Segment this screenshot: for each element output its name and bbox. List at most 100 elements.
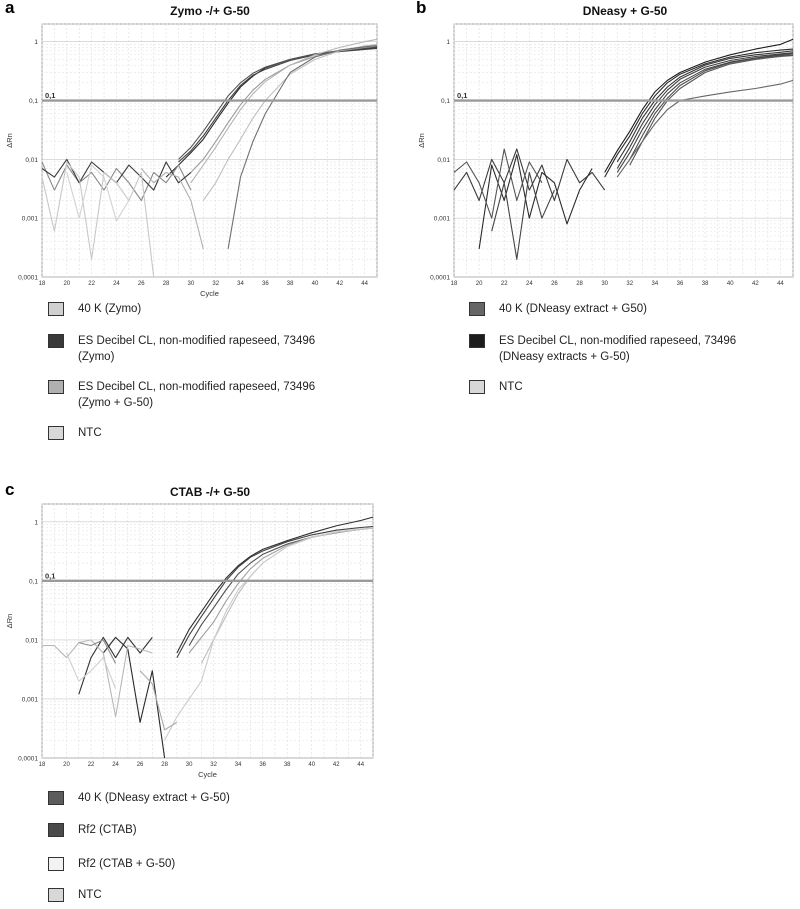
legend-label: NTC [499,381,523,393]
y-tick-label: 0,01 [437,157,450,164]
x-tick-label: 40 [312,281,319,287]
x-tick-label: 18 [451,281,458,287]
x-tick-label: 42 [333,762,340,768]
y-tick-label: 0,001 [22,216,39,223]
series-line [78,639,117,664]
chart-title-b: DNeasy + G-50 [582,4,668,18]
x-tick-label: 26 [138,281,145,287]
legend-swatch [469,334,485,348]
x-tick-label: 30 [186,762,193,768]
threshold-label: 0,1 [457,91,467,100]
series-line [629,54,794,160]
x-tick-label: 28 [163,281,170,287]
series-line [140,168,204,250]
panel-letter-b: b [416,0,427,17]
x-tick-label: 36 [259,762,266,768]
y-axis-label: ΔRn [5,133,14,148]
plot-area [453,23,794,278]
x-tick-label: 22 [501,281,508,287]
x-tick-label: 24 [526,281,533,287]
x-tick-label: 18 [39,762,46,768]
legend-swatch [469,380,485,394]
x-tick-label: 18 [39,281,46,287]
y-tick-label: 0,01 [25,157,38,164]
legend-label: ES Decibel CL, non-modified rapeseed, 73… [499,335,737,363]
series-line [616,50,794,163]
x-tick-label: 24 [112,762,119,768]
x-tick-label: 42 [752,281,759,287]
legend-swatch [48,857,64,871]
legend-c: 40 K (DNeasy extract + G-50) Rf2 (CTAB) Rf… [48,790,388,905]
y-tick-label: 0,1 [441,98,450,105]
x-tick-label: 38 [702,281,709,287]
y-tick-label: 1 [34,39,38,46]
x-tick-label: 20 [63,281,70,287]
x-tick-label: 38 [284,762,291,768]
y-tick-label: 0,0001 [18,756,38,763]
y-tick-label: 1 [446,39,450,46]
x-tick-label: 22 [88,762,95,768]
series-line [139,670,178,731]
x-tick-label: 30 [188,281,195,287]
x-tick-label: 32 [210,762,217,768]
series-line [604,48,794,178]
y-tick-label: 0,001 [434,216,451,223]
legend-label: ES Decibel CL, non-modified rapeseed, 73… [78,381,316,409]
y-tick-label: 0,1 [29,98,38,105]
panel-letter-a: a [5,0,15,17]
x-tick-label: 24 [113,281,120,287]
x-tick-label: 26 [137,762,144,768]
legend-swatch [469,302,485,316]
panel-letter-c: c [5,480,15,499]
legend-swatch [48,888,64,902]
series-line [616,52,794,169]
x-tick-label: 28 [576,281,583,287]
legend-label: ES Decibel CL, non-modified rapeseed, 73… [78,335,316,363]
legend-swatch [48,302,64,316]
x-tick-label: 38 [287,281,294,287]
y-tick-label: 0,01 [25,637,38,644]
threshold-label: 0,1 [45,571,55,580]
x-tick-label: 44 [777,281,784,287]
chart-title-a: Zymo -/+ G-50 [170,4,250,18]
x-tick-label: 34 [237,281,244,287]
x-tick-label: 22 [88,281,95,287]
legend-label: 40 K (Zymo) [78,303,142,315]
legend-swatch [48,380,64,394]
legend-b: 40 K (DNeasy extract + G50) ES Decibel CL… [469,301,799,411]
series-line [629,55,794,166]
series-line [491,171,555,260]
y-tick-label: 0,0001 [430,275,450,282]
series-line [190,38,378,184]
x-tick-label: 20 [63,762,70,768]
series-line [164,526,374,741]
series-line [453,148,606,202]
chart-b: 0,0001 0,001 0,01 0,1 1 18 20 22 24 26 28 30 32 34 36 3… [417,23,794,287]
plot-area [41,503,374,759]
y-tick-label: 0,001 [22,696,39,703]
legend-label: 40 K (DNeasy extract + G-50) [78,792,230,804]
legend-label: Rf2 (CTAB) [78,824,137,836]
y-tick-label: 0,0001 [18,275,38,282]
x-tick-label: 44 [361,281,368,287]
x-tick-label: 40 [308,762,315,768]
series-line [102,636,166,759]
legend-a: 40 K (Zymo) ES Decibel CL, non-modified r… [48,301,388,451]
series-line [78,636,153,695]
x-tick-label: 20 [476,281,483,287]
chart-a: 0,0001 0,001 0,01 0,1 1 18 20 22 24 26 28 30 32 34 36 3… [5,23,378,298]
x-tick-label: 36 [677,281,684,287]
x-axis-label: Cycle [200,289,219,298]
x-tick-label: 28 [161,762,168,768]
x-tick-label: 42 [336,281,343,287]
x-tick-label: 40 [727,281,734,287]
legend-swatch [48,334,64,348]
series-line [616,52,794,173]
x-tick-label: 34 [235,762,242,768]
y-tick-label: 0,1 [29,578,38,585]
legend-swatch [48,426,64,440]
legend-swatch [48,791,64,805]
x-tick-label: 32 [212,281,219,287]
legend-label: NTC [78,427,102,439]
series-line [178,47,378,163]
